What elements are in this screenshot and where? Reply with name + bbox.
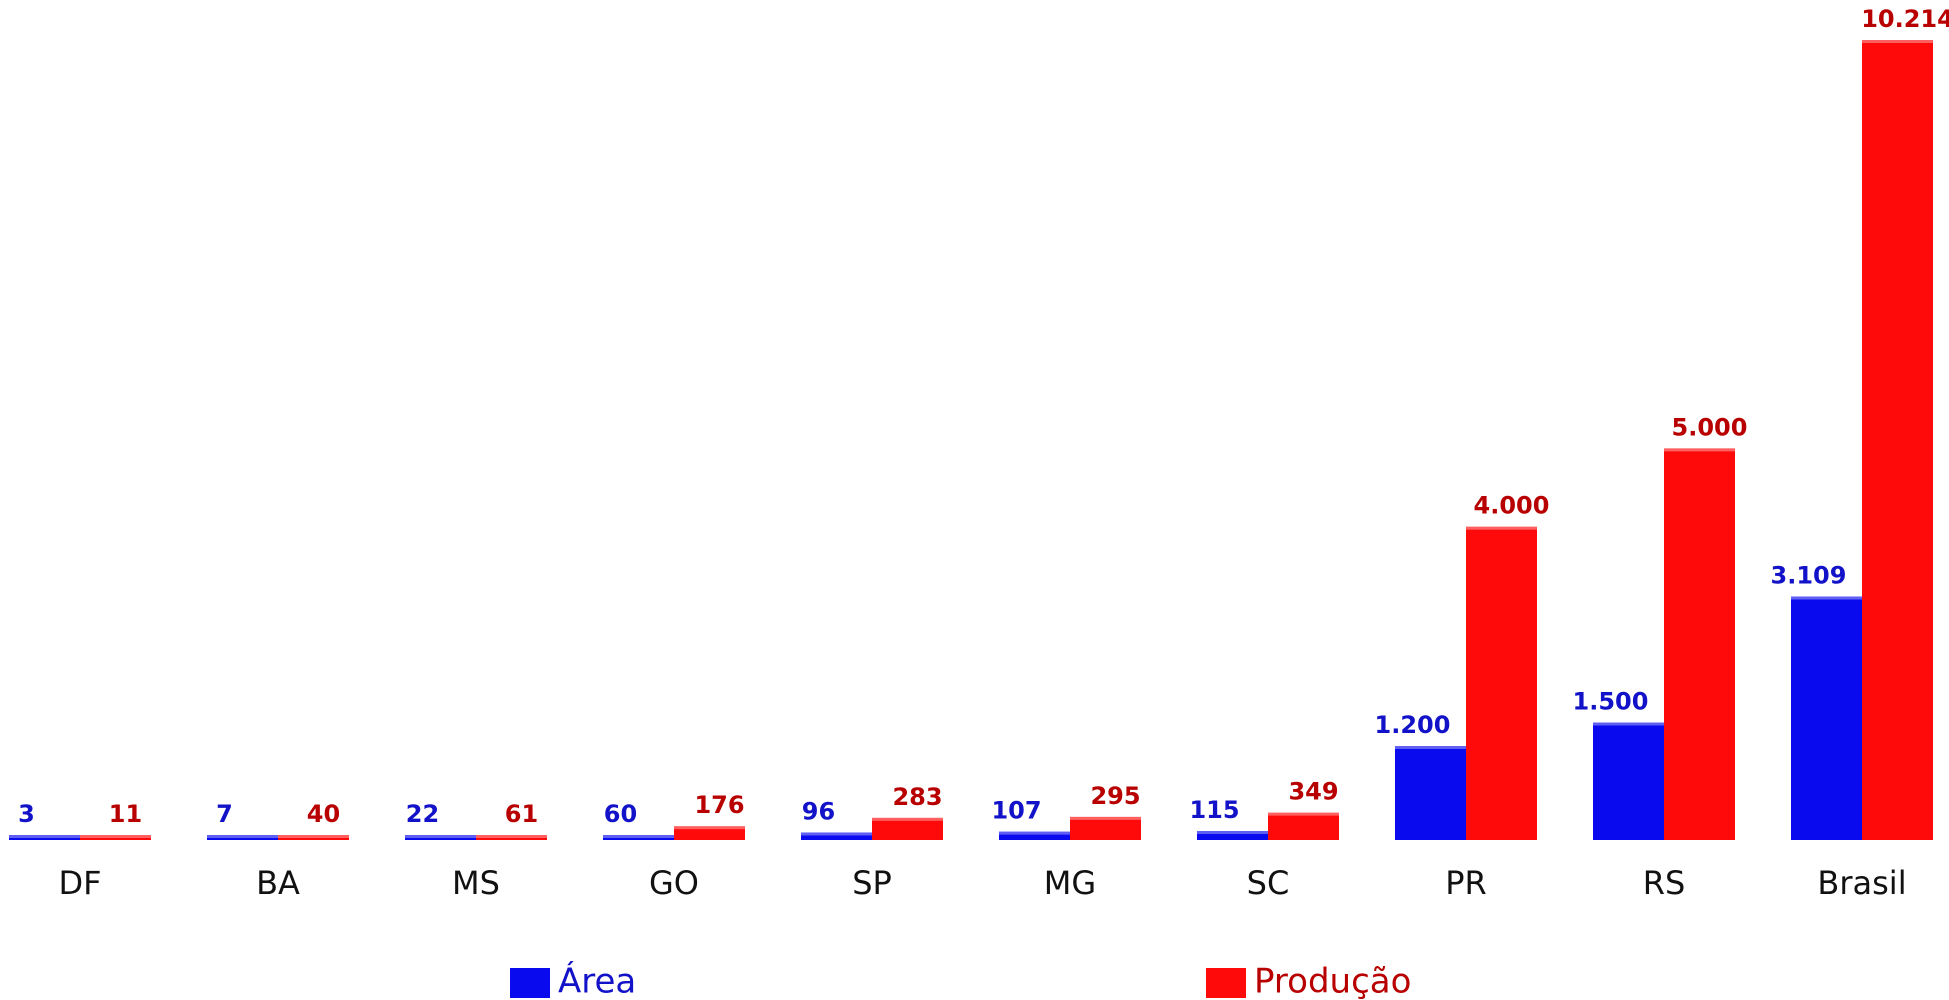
bar-highlight xyxy=(1070,816,1141,820)
data-label: 96 xyxy=(802,797,835,825)
bar-highlight xyxy=(1664,448,1735,452)
data-label: 115 xyxy=(1189,796,1239,824)
data-label: 1.200 xyxy=(1375,711,1451,739)
data-label: 40 xyxy=(307,800,340,828)
bar xyxy=(1268,812,1339,840)
bar-highlight xyxy=(9,835,80,838)
data-label: 1.500 xyxy=(1573,688,1649,716)
bar xyxy=(872,817,943,840)
legend-swatch xyxy=(510,968,550,998)
x-tick-label: SP xyxy=(852,864,892,902)
x-tick-label: MS xyxy=(452,864,500,902)
legend-label: Área xyxy=(558,961,636,1000)
bar xyxy=(80,835,151,840)
data-label: 60 xyxy=(604,800,637,828)
bar-highlight xyxy=(1197,830,1268,834)
bar xyxy=(603,835,674,840)
bar xyxy=(405,835,476,840)
bar-highlight xyxy=(872,817,943,821)
bar-highlight xyxy=(1791,596,1862,600)
bar xyxy=(278,835,349,840)
bar xyxy=(9,835,80,840)
data-label: 4.000 xyxy=(1474,492,1550,520)
bar xyxy=(1197,830,1268,840)
bar-highlight xyxy=(80,835,151,838)
bar-highlight xyxy=(476,835,547,838)
bar xyxy=(674,826,745,840)
data-label: 7 xyxy=(216,800,233,828)
legend-swatch xyxy=(1206,968,1246,998)
bar xyxy=(1466,526,1537,840)
bar-highlight xyxy=(603,835,674,838)
data-label: 3.109 xyxy=(1771,561,1847,589)
bar-highlight xyxy=(801,832,872,836)
bar xyxy=(1664,448,1735,840)
data-label: 22 xyxy=(406,800,439,828)
bar-highlight xyxy=(674,826,745,830)
bar-highlight xyxy=(1268,812,1339,816)
bar xyxy=(1593,722,1664,840)
data-label: 349 xyxy=(1288,778,1338,806)
x-tick-label: PR xyxy=(1445,864,1487,902)
data-label: 5.000 xyxy=(1672,413,1748,441)
bar-highlight xyxy=(1593,722,1664,726)
x-tick-label: BA xyxy=(256,864,300,902)
x-tick-label: SC xyxy=(1247,864,1290,902)
x-tick-label: Brasil xyxy=(1817,864,1906,902)
bar xyxy=(1395,746,1466,840)
data-label: 283 xyxy=(892,783,942,811)
bar-highlight xyxy=(1395,746,1466,750)
bar-highlight xyxy=(1862,40,1933,43)
x-tick-label: RS xyxy=(1643,864,1686,902)
legend-label: Produção xyxy=(1254,962,1411,1000)
bar xyxy=(476,835,547,840)
x-tick-label: MG xyxy=(1044,864,1096,902)
bar-highlight xyxy=(999,831,1070,835)
x-tick-label: GO xyxy=(649,864,699,902)
bar-highlight xyxy=(207,835,278,838)
data-label: 3 xyxy=(18,800,35,828)
data-label: 11 xyxy=(109,800,142,828)
bar xyxy=(801,832,872,840)
bar xyxy=(1862,40,1933,840)
bar xyxy=(1070,816,1141,840)
bar-highlight xyxy=(278,835,349,838)
data-label: 295 xyxy=(1090,782,1140,810)
data-label: 10.214 xyxy=(1861,5,1949,33)
x-tick-label: DF xyxy=(58,864,101,902)
data-label: 107 xyxy=(991,797,1041,825)
bar-highlight xyxy=(405,835,476,838)
bar xyxy=(1791,596,1862,840)
data-label: 176 xyxy=(694,791,744,819)
bar xyxy=(207,835,278,840)
bar-highlight xyxy=(1466,526,1537,530)
bar xyxy=(999,831,1070,840)
data-label: 61 xyxy=(505,800,538,828)
